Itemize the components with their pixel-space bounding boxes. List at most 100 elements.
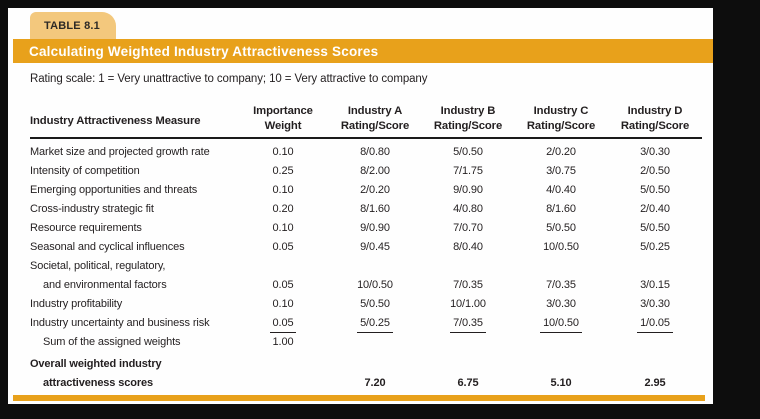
industry-d-value: 5/0.50 bbox=[640, 222, 670, 234]
measure-label-line2: and environmental factors bbox=[43, 279, 167, 291]
column-header-line2: Rating/Score bbox=[620, 119, 690, 132]
table-row: Cross-industry strategic fit 0.20 8/1.60… bbox=[30, 200, 702, 219]
weight-value: 0.10 bbox=[272, 184, 294, 196]
weight-value: 0.05 bbox=[272, 241, 294, 253]
industry-d-value: 5/0.25 bbox=[640, 241, 670, 253]
weight-sum-value: 1.00 bbox=[272, 336, 294, 348]
weight-value: 0.05 bbox=[238, 314, 328, 333]
industry-c-value: 7/0.35 bbox=[546, 279, 576, 291]
industry-b-value: 7/1.75 bbox=[453, 165, 483, 177]
table-row: Industry profitability 0.10 5/0.50 10/1.… bbox=[30, 295, 702, 314]
measure-label: Intensity of competition bbox=[30, 165, 140, 177]
measure-label-line1: Societal, political, regulatory, bbox=[30, 260, 166, 272]
measure-label: Sum of the assigned weights bbox=[43, 336, 181, 348]
measure-label: Seasonal and cyclical influences bbox=[30, 241, 185, 253]
industry-d-value: 2/0.40 bbox=[640, 203, 670, 215]
measure-label: Societal, political, regulatory, and env… bbox=[30, 257, 238, 295]
table-title-banner: Calculating Weighted Industry Attractive… bbox=[13, 39, 713, 63]
weight-value: 0.25 bbox=[272, 165, 294, 177]
industry-c-value: 3/0.30 bbox=[546, 298, 576, 310]
column-header-industry-c: Industry C Rating/Score bbox=[514, 104, 608, 133]
totals-label-line2: attractiveness scores bbox=[43, 377, 153, 389]
bottom-orange-rule bbox=[13, 395, 705, 401]
industry-c-value: 10/0.50 bbox=[543, 241, 579, 253]
industry-d-value: 3/0.30 bbox=[640, 146, 670, 158]
industry-c-value: 4/0.40 bbox=[546, 184, 576, 196]
column-header-measure: Industry Attractiveness Measure bbox=[30, 115, 201, 127]
table-body: Market size and projected growth rate 0.… bbox=[30, 139, 702, 393]
measure-label: Cross-industry strategic fit bbox=[30, 203, 154, 215]
industry-b-total: 6.75 bbox=[457, 377, 479, 389]
column-header-line2: Rating/Score bbox=[526, 119, 596, 132]
weight-value: 0.10 bbox=[272, 222, 294, 234]
industry-b-value: 4/0.80 bbox=[453, 203, 483, 215]
table-card: TABLE 8.1 Calculating Weighted Industry … bbox=[8, 8, 713, 404]
weight-value: 0.05 bbox=[272, 279, 294, 291]
table-row-sum: Sum of the assigned weights 1.00 bbox=[30, 333, 702, 352]
table-row: Societal, political, regulatory, and env… bbox=[30, 257, 702, 295]
table-header-row: Industry Attractiveness Measure Importan… bbox=[30, 104, 702, 139]
table-title: Calculating Weighted Industry Attractive… bbox=[29, 43, 379, 59]
industry-d-value: 3/0.30 bbox=[640, 298, 670, 310]
weight-value: 0.10 bbox=[272, 298, 294, 310]
industry-a-total: 7.20 bbox=[364, 377, 386, 389]
column-header-line1: Industry B bbox=[440, 105, 496, 117]
table-row: Emerging opportunities and threats 0.10 … bbox=[30, 181, 702, 200]
measure-label: Resource requirements bbox=[30, 222, 142, 234]
industry-b-value: 7/0.70 bbox=[453, 222, 483, 234]
industry-a-value: 2/0.20 bbox=[360, 184, 390, 196]
industry-b-value: 9/0.90 bbox=[453, 184, 483, 196]
measure-label: Industry uncertainty and business risk bbox=[30, 317, 210, 329]
industry-c-value: 5/0.50 bbox=[546, 222, 576, 234]
industry-a-value: 9/0.45 bbox=[360, 241, 390, 253]
table-row: Seasonal and cyclical influences 0.05 9/… bbox=[30, 238, 702, 257]
column-header-weight: Importance Weight bbox=[238, 104, 328, 133]
industry-b-value: 8/0.40 bbox=[453, 241, 483, 253]
table-row: Resource requirements 0.10 9/0.90 7/0.70… bbox=[30, 219, 702, 238]
measure-label: Market size and projected growth rate bbox=[30, 146, 210, 158]
table-row: Intensity of competition 0.25 8/2.00 7/1… bbox=[30, 162, 702, 181]
attractiveness-table: Industry Attractiveness Measure Importan… bbox=[30, 104, 702, 393]
table-row: Market size and projected growth rate 0.… bbox=[30, 143, 702, 162]
industry-a-value: 10/0.50 bbox=[357, 279, 393, 291]
industry-d-value: 5/0.50 bbox=[640, 184, 670, 196]
table-number-label: TABLE 8.1 bbox=[44, 19, 100, 32]
column-header-line2: Weight bbox=[264, 119, 302, 132]
industry-d-total: 2.95 bbox=[644, 377, 666, 389]
industry-d-value: 3/0.15 bbox=[640, 279, 670, 291]
industry-c-value: 3/0.75 bbox=[546, 165, 576, 177]
industry-c-value: 2/0.20 bbox=[546, 146, 576, 158]
column-header-industry-a: Industry A Rating/Score bbox=[328, 104, 422, 133]
totals-label-line1: Overall weighted industry bbox=[30, 358, 162, 370]
industry-b-value: 5/0.50 bbox=[453, 146, 483, 158]
industry-a-value: 8/2.00 bbox=[360, 165, 390, 177]
table-number-tab: TABLE 8.1 bbox=[30, 12, 116, 39]
industry-a-value: 8/0.80 bbox=[360, 146, 390, 158]
column-header-line1: Industry A bbox=[347, 105, 403, 117]
industry-a-value: 5/0.50 bbox=[360, 298, 390, 310]
industry-c-value: 8/1.60 bbox=[546, 203, 576, 215]
weight-value: 0.10 bbox=[272, 146, 294, 158]
industry-a-value: 9/0.90 bbox=[360, 222, 390, 234]
rating-scale-note: Rating scale: 1 = Very unattractive to c… bbox=[30, 73, 428, 85]
weight-value: 0.20 bbox=[272, 203, 294, 215]
industry-c-value: 10/0.50 bbox=[514, 314, 608, 333]
column-header-line1: Industry C bbox=[533, 105, 589, 117]
column-header-industry-b: Industry B Rating/Score bbox=[422, 104, 514, 133]
table-row-totals: Overall weighted industry attractiveness… bbox=[30, 355, 702, 393]
column-header-line2: Rating/Score bbox=[340, 119, 410, 132]
industry-b-value: 7/0.35 bbox=[422, 314, 514, 333]
measure-label: Emerging opportunities and threats bbox=[30, 184, 198, 196]
industry-a-value: 8/1.60 bbox=[360, 203, 390, 215]
industry-b-value: 10/1.00 bbox=[450, 298, 486, 310]
industry-d-value: 2/0.50 bbox=[640, 165, 670, 177]
column-header-line2: Rating/Score bbox=[433, 119, 503, 132]
measure-label: Industry profitability bbox=[30, 298, 123, 310]
industry-b-value: 7/0.35 bbox=[453, 279, 483, 291]
industry-c-total: 5.10 bbox=[550, 377, 572, 389]
totals-label: Overall weighted industry attractiveness… bbox=[30, 355, 238, 393]
industry-a-value: 5/0.25 bbox=[328, 314, 422, 333]
column-header-line1: Importance bbox=[253, 105, 313, 117]
industry-d-value: 1/0.05 bbox=[608, 314, 702, 333]
table-row-underlined: Industry uncertainty and business risk 0… bbox=[30, 314, 702, 333]
